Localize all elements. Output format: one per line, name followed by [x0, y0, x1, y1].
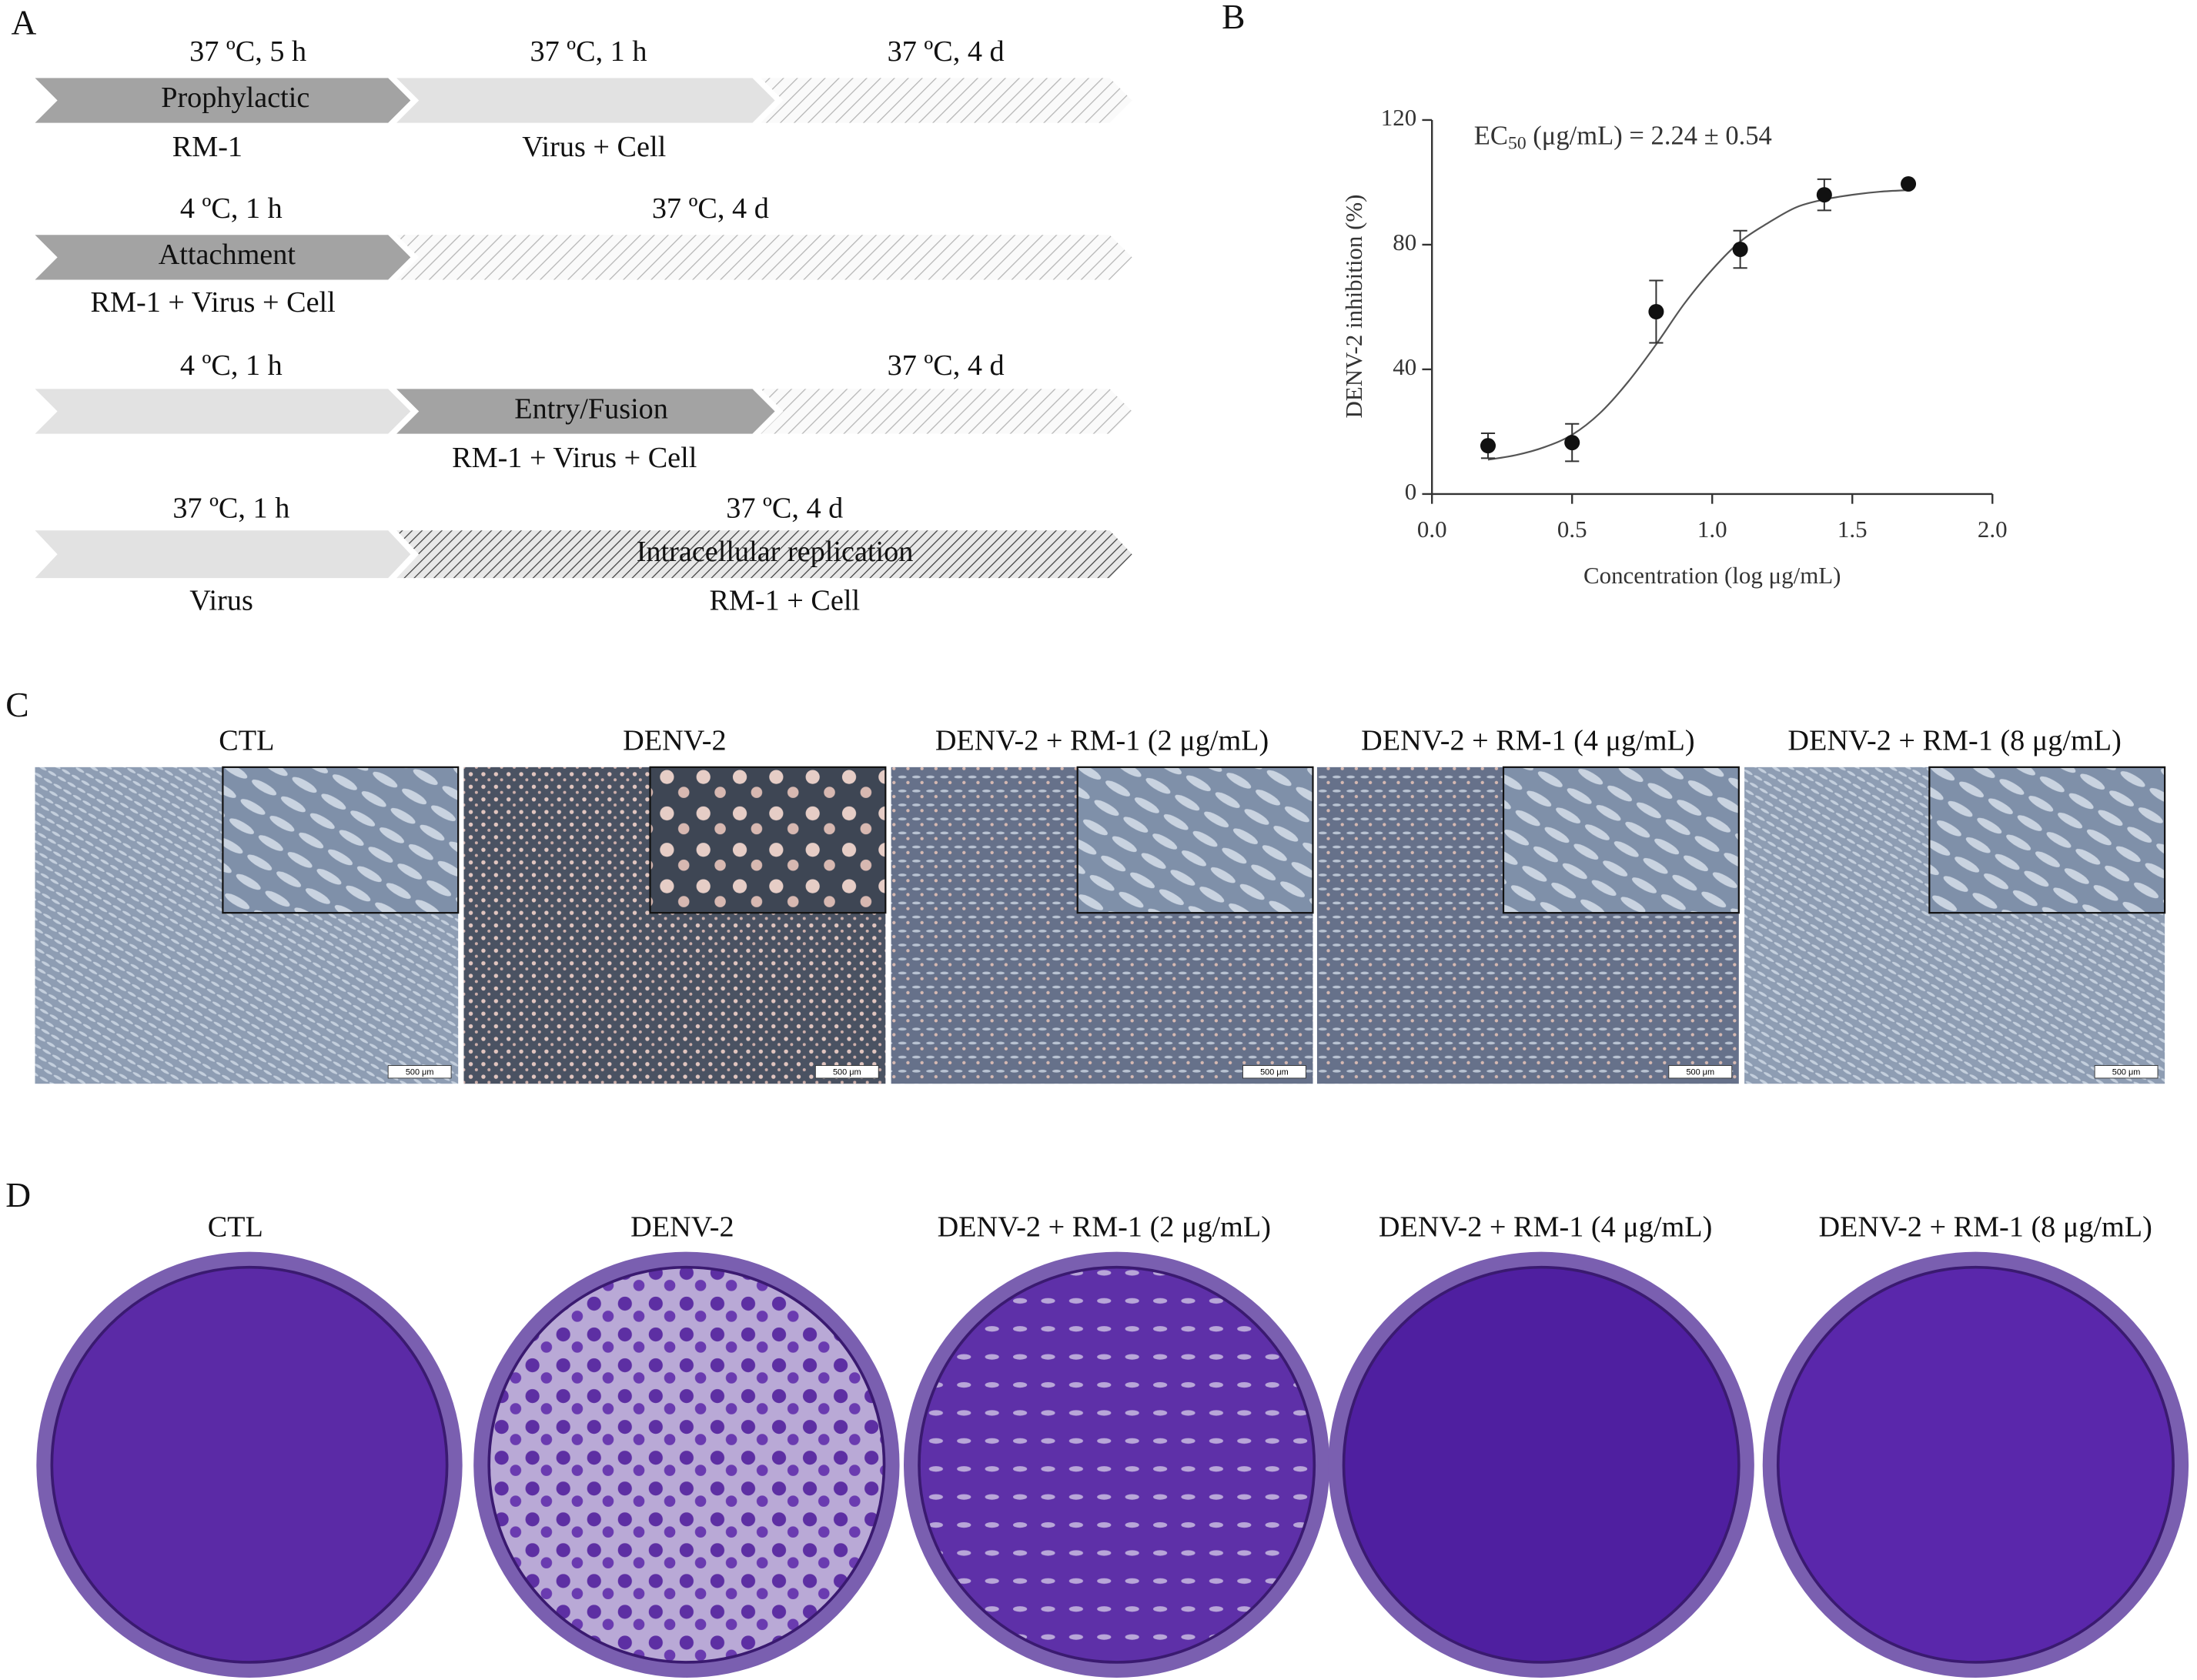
fit-curve: [1487, 189, 1909, 461]
time: 37 ºC, 5 h: [189, 35, 306, 68]
plate: [52, 1267, 447, 1662]
agent: RM-1 + Cell: [709, 585, 860, 617]
agent: RM-1 + Virus + Cell: [91, 286, 336, 319]
annotation-text: (μg/mL) = 2.24 ± 0.54: [1527, 122, 1772, 151]
scale-bar-label: 500 μm: [406, 1068, 434, 1077]
scale-bar-box: [2094, 1065, 2159, 1079]
plate: [1343, 1267, 1739, 1662]
timeline: 37 ºC, 5 h 37 ºC, 1 h 37 ºC, 4 d Prophyl…: [35, 35, 1132, 617]
plate-edge: [1342, 1265, 1741, 1664]
stage: Entry/Fusion: [514, 392, 668, 425]
scale-bar-label: 500 μm: [833, 1068, 861, 1077]
panel-label: C: [5, 685, 28, 724]
plate-label: DENV-2: [630, 1211, 734, 1243]
time: 37 ºC, 4 d: [888, 349, 1005, 382]
time: 37 ºC, 1 h: [530, 35, 647, 68]
data-point: [1480, 438, 1496, 454]
micrograph-label: DENV-2 + RM-1 (2 μg/mL): [935, 725, 1269, 757]
plate: [1777, 1267, 2174, 1662]
data-point: [1564, 435, 1580, 451]
scale-bar-label: 500 μm: [1260, 1068, 1289, 1077]
arrow: [761, 389, 1132, 434]
data-point: [1732, 241, 1748, 258]
annotation-text: EC: [1474, 122, 1508, 151]
panel-label: B: [1222, 0, 1245, 36]
plate-panel: CTL DENV-2 DENV-2 + RM-1 (2 μg/mL) DENV-2 +…: [36, 1211, 2189, 1678]
arrow: [35, 78, 411, 123]
plate-edge: [1776, 1265, 2175, 1664]
arrow: [761, 78, 1132, 123]
arrow: [396, 389, 775, 434]
plate-label: DENV-2 + RM-1 (4 μg/mL): [1379, 1211, 1712, 1243]
stage: Prophylactic: [161, 82, 309, 114]
scale-bar-box: [1668, 1065, 1733, 1079]
micrograph-inset: [1928, 766, 2166, 914]
arrow: [35, 389, 411, 434]
x-tick-label: 0.5: [1557, 516, 1587, 543]
plate-edge: [487, 1265, 886, 1664]
x-tick-label: 2.0: [1978, 516, 2008, 543]
panel-label: A: [12, 2, 37, 42]
micrograph-label: CTL: [219, 725, 274, 757]
time: 37 ºC, 4 d: [726, 493, 843, 525]
scale-bar-label: 500 μm: [1686, 1068, 1714, 1077]
x-tick-label: 0.0: [1417, 516, 1447, 543]
time: 4 ºC, 1 h: [180, 192, 283, 225]
annotation-subscript: 50: [1508, 134, 1527, 154]
micrograph-inset: [649, 766, 887, 914]
x-tick-label: 1.0: [1697, 516, 1727, 543]
micrograph-label: DENV-2 + RM-1 (4 μg/mL): [1361, 725, 1694, 757]
agent: Virus + Cell: [522, 131, 666, 163]
agent: RM-1: [172, 131, 242, 163]
micrograph-panel: CTL 500 μm DENV-2 500 μm DENV-2 + RM-1 (2 μg…: [35, 725, 2166, 1084]
agent: RM-1 + Virus + Cell: [452, 442, 697, 474]
arrow: [396, 530, 1132, 579]
plate-label: DENV-2 + RM-1 (8 μg/mL): [1818, 1211, 2152, 1243]
y-tick-label: 40: [1393, 353, 1416, 380]
time: 37 ºC, 1 h: [172, 493, 289, 525]
data-point: [1648, 303, 1664, 320]
plate: [489, 1267, 884, 1662]
time: 37 ºC, 4 d: [888, 35, 1005, 68]
y-axis-label: DENV-2 inhibition (%): [1340, 195, 1367, 419]
arrow: [35, 530, 411, 579]
micrograph-label: DENV-2 + RM-1 (8 μg/mL): [1787, 725, 2121, 757]
time: 4 ºC, 1 h: [180, 349, 283, 382]
data-point: [1816, 187, 1832, 203]
arrow: [35, 235, 411, 280]
y-tick-label: 80: [1393, 229, 1416, 256]
scale-bar-box: [814, 1065, 879, 1079]
x-axis-label: Concentration (log μg/mL): [1583, 562, 1841, 589]
micrograph-inset: [1502, 766, 1740, 914]
arrow: [396, 235, 1132, 280]
micrograph-inset: [1076, 766, 1314, 914]
data-point: [1901, 175, 1917, 192]
micrograph-label: DENV-2: [623, 725, 726, 757]
scale-bar-box: [1242, 1065, 1306, 1079]
agent: Virus: [189, 585, 253, 617]
annotation: EC50 (μg/mL) = 2.24 ± 0.54: [1474, 122, 1772, 155]
arrow: [396, 78, 775, 123]
stage: Attachment: [159, 239, 296, 271]
time: 37 ºC, 4 d: [652, 192, 769, 225]
plate-edge: [918, 1265, 1316, 1664]
plate-label: CTL: [208, 1211, 263, 1243]
stage: Intracellular replication: [637, 536, 914, 568]
micrograph-inset: [222, 766, 460, 914]
chart: EC50 (μg/mL) = 2.24 ± 0.54 Concentration…: [1340, 104, 2008, 589]
y-tick-label: 0: [1405, 478, 1416, 505]
plate-edge: [50, 1265, 449, 1664]
plate: [919, 1267, 1315, 1662]
x-tick-label: 1.5: [1838, 516, 1868, 543]
y-tick-label: 120: [1381, 104, 1416, 131]
scale-bar-label: 500 μm: [2112, 1068, 2141, 1077]
scale-bar-box: [387, 1065, 452, 1079]
plate-label: DENV-2 + RM-1 (2 μg/mL): [938, 1211, 1271, 1243]
panel-label: D: [5, 1175, 31, 1214]
